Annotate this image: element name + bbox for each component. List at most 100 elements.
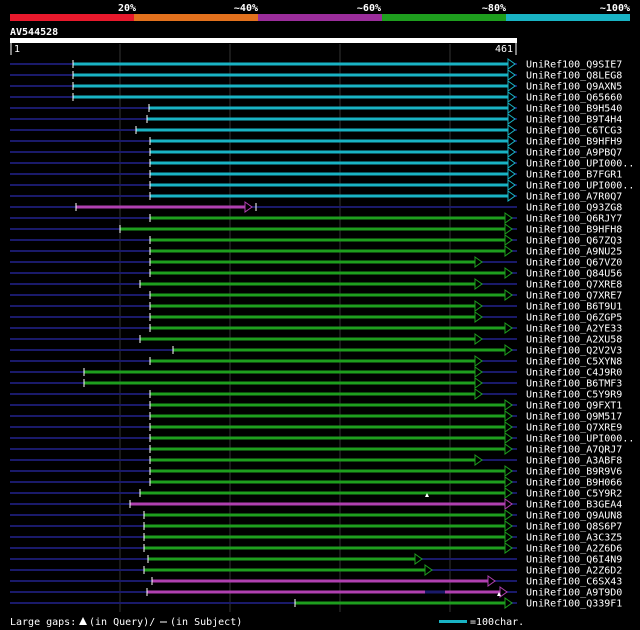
hit-arrow <box>507 58 516 70</box>
hit-arrow <box>504 234 513 246</box>
hit-arrow <box>487 575 496 587</box>
legend-segment <box>382 14 506 21</box>
hit-arrow <box>507 146 516 158</box>
hit-bar <box>173 348 505 352</box>
query-name: AV544528 <box>10 27 58 38</box>
hit-label: UniRef100_B9H066 <box>526 478 622 489</box>
hit-arrow <box>507 102 516 114</box>
scale-bar <box>439 620 467 623</box>
hit-label: UniRef100_A9PBQ7 <box>526 148 622 159</box>
hit-bar <box>150 293 505 297</box>
hit-label: UniRef100_Q7XRE9 <box>526 423 622 434</box>
hit-arrow <box>474 333 483 345</box>
hit-bar <box>73 95 508 99</box>
hit-bar <box>150 447 505 451</box>
hit-arrow <box>424 564 433 576</box>
hit-bar <box>150 260 475 264</box>
hit-label: UniRef100_Q84U56 <box>526 269 622 280</box>
hit-bar <box>150 359 475 363</box>
hit-label: UniRef100_A3ABF8 <box>526 456 622 467</box>
scale-label: =100char. <box>470 617 524 628</box>
hit-arrow <box>507 80 516 92</box>
hit-label: UniRef100_A9NU25 <box>526 247 622 258</box>
hit-label: UniRef100_Q6I4N9 <box>526 555 622 566</box>
hit-bar <box>152 579 488 583</box>
hit-bar <box>73 84 508 88</box>
hit-label: UniRef100_A3C3Z5 <box>526 533 622 544</box>
ruler-end: 461 <box>495 44 513 55</box>
legend-segment <box>258 14 382 21</box>
hit-bar <box>76 205 245 209</box>
hit-arrow <box>507 190 516 202</box>
hit-arrow <box>504 267 513 279</box>
hit-bar <box>150 238 505 242</box>
hit-bar <box>150 458 475 462</box>
hit-label: UniRef100_C5Y9R9 <box>526 390 622 401</box>
hit-arrow <box>504 410 513 422</box>
hit-bar <box>147 590 500 594</box>
hit-bar <box>150 249 505 253</box>
hit-arrow <box>504 509 513 521</box>
hit-bar <box>120 227 505 231</box>
hit-arrow <box>504 597 513 609</box>
query-gap-legend-icon <box>79 617 87 625</box>
hit-label: UniRef100_B7FGR1 <box>526 170 622 181</box>
hit-bar <box>144 513 505 517</box>
hit-arrow <box>504 212 513 224</box>
hit-bar <box>84 370 475 374</box>
hit-label: UniRef100_C6SX43 <box>526 577 622 588</box>
hit-bar <box>150 436 505 440</box>
hit-arrow <box>507 179 516 191</box>
hit-label: UniRef100_B9R9V6 <box>526 467 622 478</box>
hit-arrow <box>504 245 513 257</box>
hit-arrow <box>504 542 513 554</box>
legend-label: ~40% <box>234 3 258 14</box>
hit-label: UniRef100_C4J9R0 <box>526 368 622 379</box>
legend-label: ~100% <box>600 3 630 14</box>
hit-bar <box>136 128 508 132</box>
hit-arrow <box>504 487 513 499</box>
hit-label: UniRef100_Q9M517 <box>526 412 622 423</box>
hit-label: UniRef100_Q2V2V3 <box>526 346 622 357</box>
hit-label: UniRef100_Q7XRE7 <box>526 291 622 302</box>
hit-arrow <box>507 91 516 103</box>
hit-label: UniRef100_Q8LEG8 <box>526 71 622 82</box>
hit-label: UniRef100_Q9AXN5 <box>526 82 622 93</box>
hit-bar <box>150 469 505 473</box>
hit-bar <box>150 271 505 275</box>
hit-arrow <box>414 553 423 565</box>
hit-label: UniRef100_UPI000.. <box>526 181 634 192</box>
hit-bar <box>144 546 505 550</box>
hit-label: UniRef100_Q7XRE8 <box>526 280 622 291</box>
hit-label: UniRef100_Q8S6P7 <box>526 522 622 533</box>
hit-label: UniRef100_A2Z6D2 <box>526 566 622 577</box>
query-bar <box>10 38 517 43</box>
hit-arrow <box>504 498 513 510</box>
hit-label: UniRef100_Q67ZQ3 <box>526 236 622 247</box>
hit-bar <box>140 491 505 495</box>
hit-arrow <box>474 311 483 323</box>
hit-arrow <box>507 168 516 180</box>
hit-label: UniRef100_UPI000.. <box>526 434 634 445</box>
hit-arrow <box>504 421 513 433</box>
hit-arrow <box>474 388 483 400</box>
hit-bar <box>150 139 508 143</box>
hit-label: UniRef100_B9H540 <box>526 104 622 115</box>
hit-bar <box>150 183 508 187</box>
legend-segment <box>506 14 630 21</box>
hit-bar <box>140 282 475 286</box>
hit-bar <box>150 480 505 484</box>
hit-arrow <box>474 278 483 290</box>
hit-label: UniRef100_B6TMF3 <box>526 379 622 390</box>
legend-label: ~80% <box>482 3 506 14</box>
hit-arrow <box>504 443 513 455</box>
hit-bar <box>295 601 505 605</box>
hit-bar <box>73 73 508 77</box>
hit-label: UniRef100_Q9FXT1 <box>526 401 622 412</box>
hit-arrow <box>504 465 513 477</box>
hit-arrow <box>499 586 508 598</box>
hit-bar <box>84 381 475 385</box>
hit-label: UniRef100_Q9SIE7 <box>526 60 622 71</box>
query-gap-marker <box>425 493 429 497</box>
